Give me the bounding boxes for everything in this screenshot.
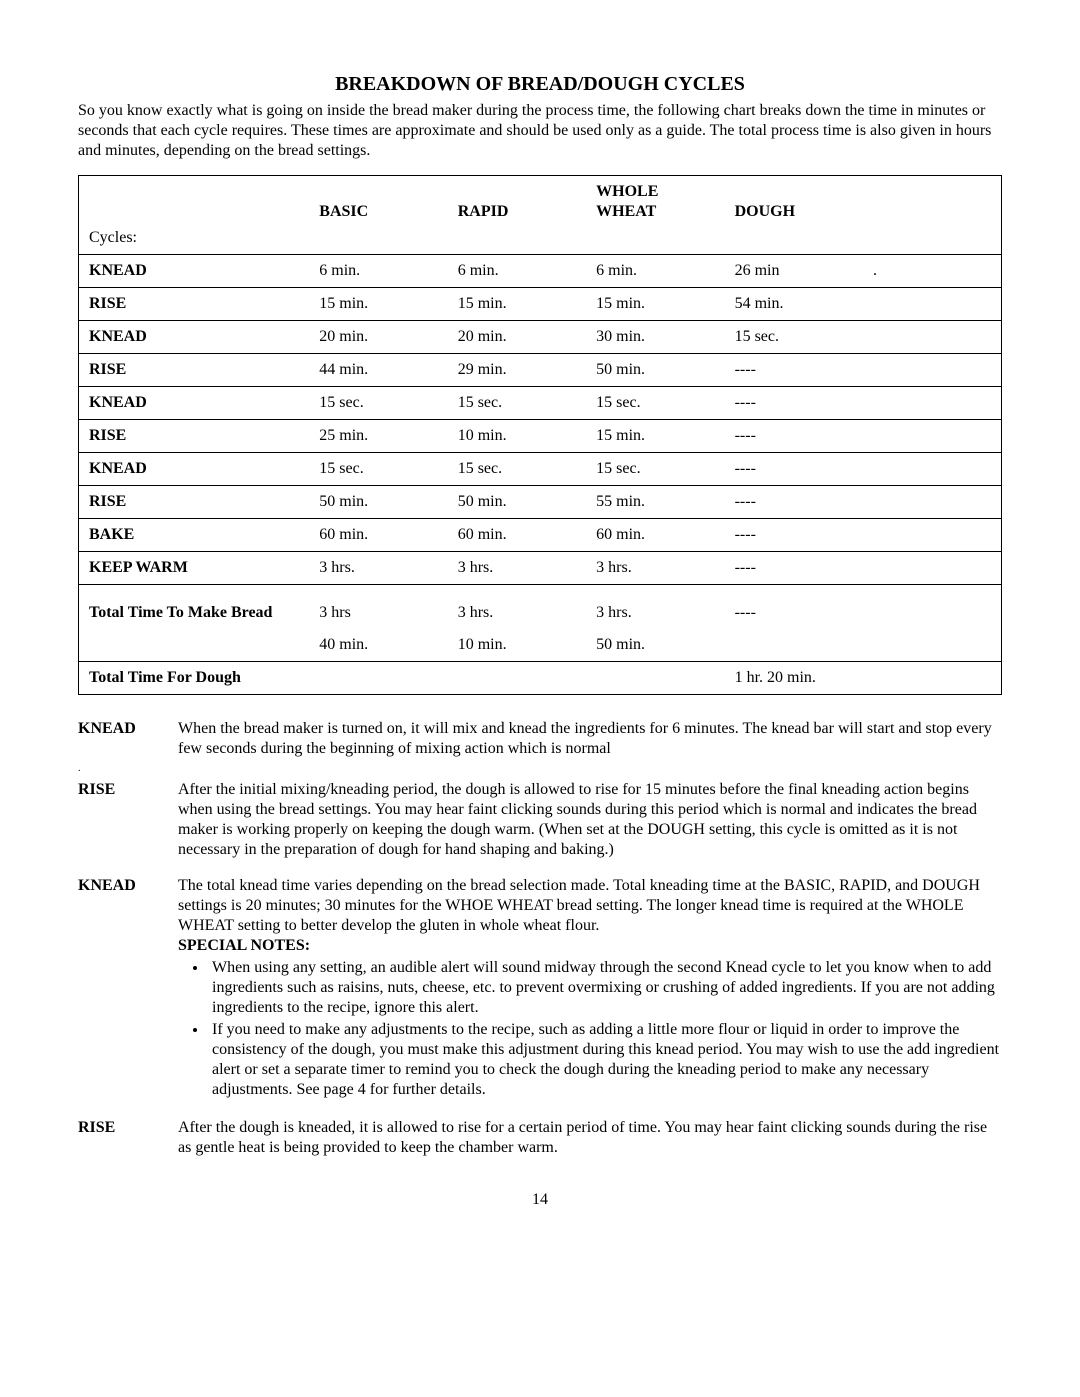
header-dough: DOUGH (725, 202, 863, 222)
def-text: After the dough is kneaded, it is allowe… (178, 1118, 1002, 1158)
list-item: If you need to make any adjustments to t… (208, 1020, 1002, 1100)
def-label: RISE (78, 1118, 178, 1158)
def-text: When the bread maker is turned on, it wi… (178, 719, 1002, 759)
page-title: BREAKDOWN OF BREAD/DOUGH CYCLES (78, 72, 1002, 97)
header-wheat-top: WHOLE (586, 176, 724, 203)
intro-paragraph: So you know exactly what is going on ins… (78, 101, 1002, 161)
def-text: The total knead time varies depending on… (178, 876, 1002, 1102)
special-notes-title: SPECIAL NOTES: (178, 936, 1002, 956)
page-number: 14 (78, 1190, 1002, 1210)
def-label: RISE (78, 780, 178, 860)
def-label: KNEAD (78, 719, 178, 759)
header-basic: BASIC (309, 202, 447, 222)
definition-row: KNEADWhen the bread maker is turned on, … (78, 719, 1002, 759)
header-rapid: RAPID (448, 202, 586, 222)
definition-row: RISEAfter the initial mixing/kneading pe… (78, 780, 1002, 860)
special-notes-list: When using any setting, an audible alert… (178, 958, 1002, 1100)
header-wheat: WHEAT (586, 202, 724, 222)
cycles-table: WHOLE BASIC RAPID WHEAT DOUGH Cycles:KNE… (78, 175, 1002, 695)
list-item: When using any setting, an audible alert… (208, 958, 1002, 1018)
rise-final: RISE After the dough is kneaded, it is a… (78, 1118, 1002, 1158)
def-text: After the initial mixing/kneading period… (178, 780, 1002, 860)
def-label: KNEAD (78, 876, 178, 1102)
definition-row: KNEADThe total knead time varies dependi… (78, 876, 1002, 1102)
